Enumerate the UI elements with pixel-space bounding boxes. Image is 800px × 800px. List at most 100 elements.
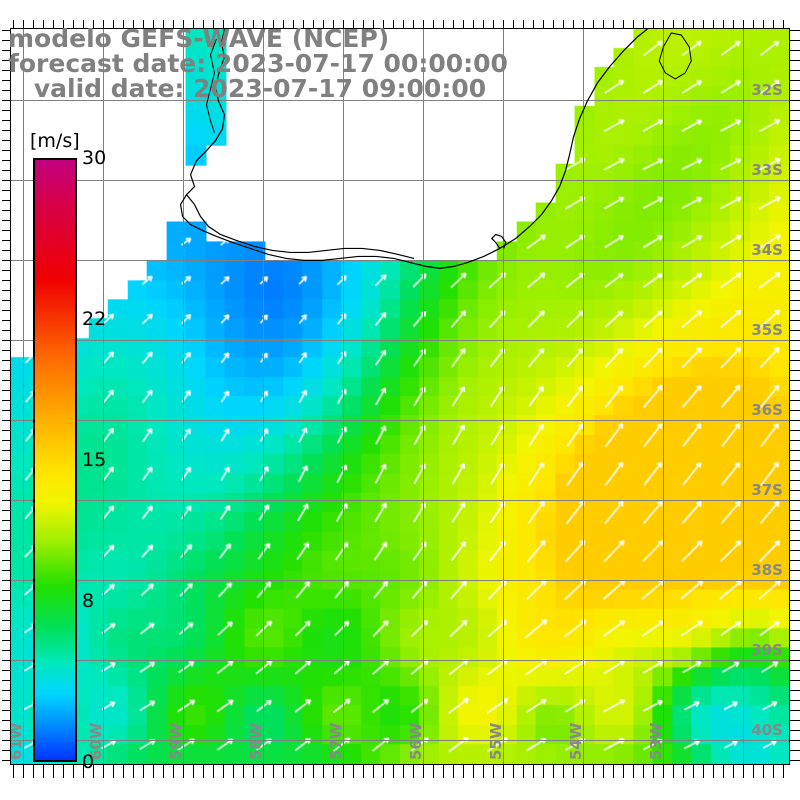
axis-tick [293, 764, 294, 778]
axis-tick [789, 640, 800, 641]
axis-tick [789, 270, 800, 271]
axis-tick [463, 764, 464, 778]
axis-tick [789, 160, 800, 161]
axis-tick [513, 764, 514, 778]
axis-tick [789, 500, 800, 501]
axis-tick [203, 764, 204, 778]
axis-tick [623, 764, 624, 778]
axis-tick [303, 764, 304, 778]
axis-tick [789, 360, 800, 361]
axis-tick [563, 764, 564, 778]
axis-tick [789, 760, 800, 761]
axis-tick [789, 340, 800, 341]
axis-tick [789, 130, 800, 131]
axis-tick [789, 750, 800, 751]
axis-tick [323, 764, 324, 778]
axis-tick [23, 764, 24, 778]
axis-tick [523, 764, 524, 778]
axis-tick [413, 764, 414, 778]
axis-tick [593, 764, 594, 778]
axis-tick [753, 764, 754, 778]
axis-tick [789, 40, 800, 41]
axis-tick [353, 764, 354, 778]
axis-tick [243, 764, 244, 778]
bottom-axis-ticks [11, 764, 789, 778]
axis-tick [163, 764, 164, 778]
axis-tick [789, 190, 800, 191]
axis-tick [789, 430, 800, 431]
axis-tick [613, 764, 614, 778]
axis-tick [343, 764, 344, 778]
axis-tick [263, 764, 264, 778]
axis-tick [789, 180, 800, 181]
wind-speed-raster [11, 29, 789, 764]
axis-tick [193, 764, 194, 778]
axis-tick [533, 764, 534, 778]
map-plot-area[interactable]: 32S 33S 34S 35S 36S 37S 38S 39S 40S 61W 60W 59W 58W… [10, 28, 790, 765]
axis-tick [363, 764, 364, 778]
axis-tick [789, 690, 800, 691]
axis-tick [643, 764, 644, 778]
axis-tick [789, 590, 800, 591]
axis-tick [113, 764, 114, 778]
axis-tick [713, 764, 714, 778]
axis-tick [789, 70, 800, 71]
axis-tick [789, 480, 800, 481]
axis-tick [383, 764, 384, 778]
axis-tick [789, 560, 800, 561]
right-axis-ticks [789, 29, 800, 764]
axis-tick [143, 764, 144, 778]
axis-tick [373, 764, 374, 778]
axis-tick [473, 764, 474, 778]
axis-tick [789, 470, 800, 471]
axis-tick [573, 764, 574, 778]
axis-tick [789, 570, 800, 571]
axis-tick [789, 630, 800, 631]
axis-tick [553, 764, 554, 778]
axis-tick [663, 764, 664, 778]
axis-tick [253, 764, 254, 778]
axis-tick [789, 390, 800, 391]
colorbar-tick-label: 15 [82, 449, 107, 471]
axis-tick [273, 764, 274, 778]
axis-tick [53, 764, 54, 778]
axis-tick [789, 620, 800, 621]
colorbar-tick-label: 30 [82, 147, 107, 169]
axis-tick [789, 610, 800, 611]
colorbar [33, 158, 77, 762]
axis-tick [233, 764, 234, 778]
axis-tick [789, 250, 800, 251]
axis-tick [283, 764, 284, 778]
axis-tick [789, 280, 800, 281]
axis-tick [583, 764, 584, 778]
axis-tick [789, 60, 800, 61]
axis-tick [183, 764, 184, 778]
axis-tick [673, 764, 674, 778]
axis-tick [433, 764, 434, 778]
axis-tick [789, 230, 800, 231]
axis-tick [653, 764, 654, 778]
axis-tick [789, 110, 800, 111]
axis-tick [733, 764, 734, 778]
axis-tick [213, 764, 214, 778]
axis-tick [789, 440, 800, 441]
axis-tick [789, 650, 800, 651]
axis-tick [543, 764, 544, 778]
axis-tick [173, 764, 174, 778]
axis-tick [789, 680, 800, 681]
axis-tick [789, 140, 800, 141]
axis-tick [703, 764, 704, 778]
axis-tick [683, 764, 684, 778]
axis-tick [789, 310, 800, 311]
colorbar-tick-label: 22 [82, 308, 107, 331]
axis-tick [789, 100, 800, 101]
axis-tick [789, 90, 800, 91]
axis-tick [789, 300, 800, 301]
colorbar-tick-label: 0 [82, 751, 95, 773]
axis-tick [789, 460, 800, 461]
axis-tick [123, 764, 124, 778]
axis-tick [789, 580, 800, 581]
axis-tick [789, 150, 800, 151]
axis-tick [133, 764, 134, 778]
